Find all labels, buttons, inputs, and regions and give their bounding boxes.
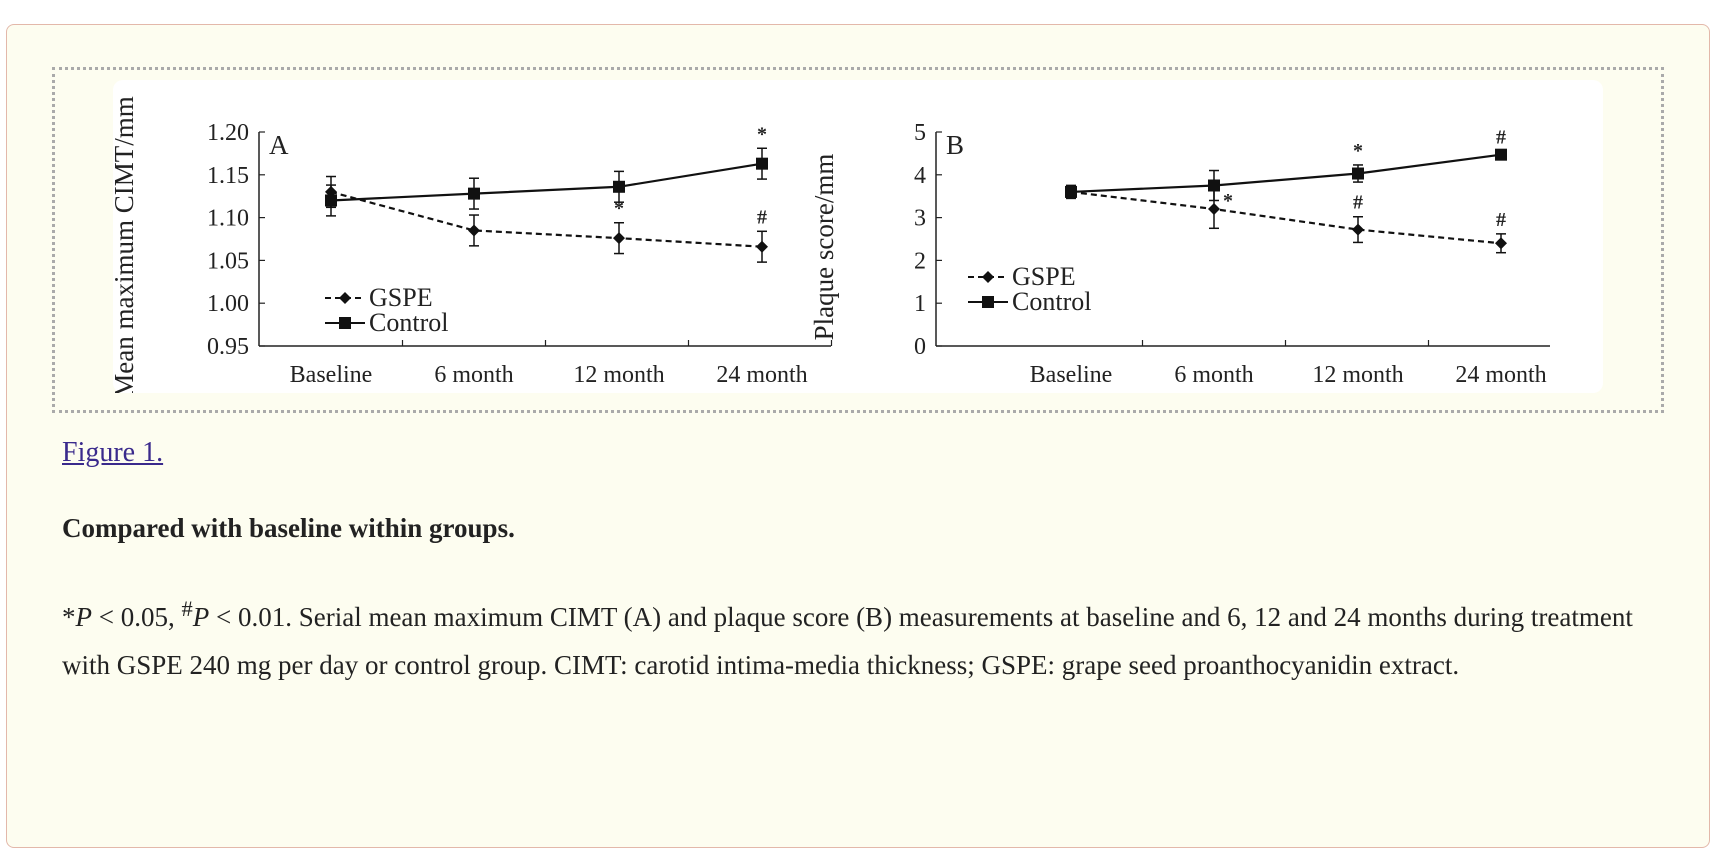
y-tick-label: 1.15: [207, 163, 249, 189]
y-tick-label: 1.10: [207, 206, 249, 232]
data-point-square: [1065, 185, 1077, 198]
caption-lt005: < 0.05,: [92, 602, 182, 632]
data-point-diamond: [468, 224, 480, 237]
x-tick-label: Baseline: [290, 362, 373, 388]
y-tick-label: 1.05: [207, 248, 249, 274]
caption-p2: P: [192, 602, 210, 632]
figure-frame: 0.95 1.00 1.05 1.10 1.15 1.20 Baseline 6 month 1…: [52, 67, 1664, 413]
caption-star: *: [62, 602, 76, 632]
x-tick-label: 12 month: [573, 362, 664, 388]
y-tick-label: 1.00: [207, 291, 249, 317]
caption-p: P: [75, 602, 93, 632]
caption-hash: #: [181, 596, 193, 621]
y-tick-label: 1.20: [207, 120, 249, 146]
series-line-control: [330, 162, 763, 202]
legend-marker-diamond: [339, 292, 351, 304]
series-line-control: [1070, 153, 1502, 194]
legend-label: GSPE: [369, 283, 433, 312]
y-tick-label: 3: [914, 206, 926, 232]
legend-marker-square: [339, 317, 351, 329]
y-axis-label: Plaque score/mm: [809, 154, 839, 341]
y-axis-label: Mean maximum CIMT/mm: [113, 96, 139, 393]
significance-marker: #: [1496, 126, 1506, 148]
data-point-square: [468, 187, 480, 200]
caption-text: Serial mean maximum CIMT (A) and plaque …: [62, 602, 1633, 680]
data-point-diamond: [1352, 223, 1364, 236]
figure-caption: *P < 0.05, #P < 0.01. Serial mean maximu…: [62, 585, 1672, 689]
caption-lt001: < 0.01.: [209, 602, 299, 632]
figure-card: 0.95 1.00 1.05 1.10 1.15 1.20 Baseline 6 month 1…: [6, 24, 1710, 848]
data-point-diamond: [1208, 203, 1220, 216]
legend-label: GSPE: [1012, 262, 1076, 291]
significance-marker: *: [614, 198, 624, 220]
significance-marker: #: [757, 206, 767, 228]
y-tick-label: 2: [914, 248, 926, 274]
data-point-square: [1208, 179, 1220, 192]
y-tick-label: 1: [914, 291, 926, 317]
series-line-gspe: [330, 190, 763, 248]
x-tick-label: 24 month: [716, 362, 807, 388]
legend-marker-square: [982, 296, 994, 308]
chart-canvas: 0.95 1.00 1.05 1.10 1.15 1.20 Baseline 6 month 1…: [113, 96, 1550, 393]
significance-marker: *: [1353, 140, 1363, 162]
x-tick-label: Baseline: [1030, 362, 1113, 388]
data-point-square: [1495, 148, 1507, 161]
legend-label: Control: [369, 308, 448, 337]
figure-subtitle: Compared with baseline within groups.: [62, 513, 515, 543]
data-point-square: [325, 194, 337, 207]
significance-marker: #: [1496, 209, 1506, 231]
x-tick-label: 6 month: [1174, 362, 1253, 388]
data-point-diamond: [756, 240, 768, 253]
data-point-diamond: [1495, 237, 1507, 250]
panel-label: A: [269, 130, 289, 160]
significance-marker: *: [757, 123, 767, 145]
x-tick-label: 24 month: [1455, 362, 1546, 388]
figure-image: 0.95 1.00 1.05 1.10 1.15 1.20 Baseline 6 month 1…: [113, 80, 1603, 393]
y-tick-label: 4: [914, 163, 926, 189]
legend-marker-diamond: [982, 271, 994, 283]
x-tick-label: 12 month: [1312, 362, 1403, 388]
data-point-diamond: [613, 232, 625, 245]
series-line-gspe: [1070, 190, 1502, 245]
significance-marker: #: [1353, 192, 1363, 214]
x-tick-label: 6 month: [434, 362, 513, 388]
data-point-square: [613, 180, 625, 193]
data-point-square: [1352, 167, 1364, 180]
data-point-square: [756, 157, 768, 170]
y-tick-label: 0: [914, 334, 926, 360]
significance-marker: *: [1223, 190, 1233, 212]
figure-link[interactable]: Figure 1.: [62, 437, 164, 468]
legend-label: Control: [1012, 287, 1091, 316]
y-tick-label: 0.95: [207, 334, 249, 360]
panel-label: B: [946, 130, 964, 160]
y-tick-label: 5: [914, 120, 926, 146]
